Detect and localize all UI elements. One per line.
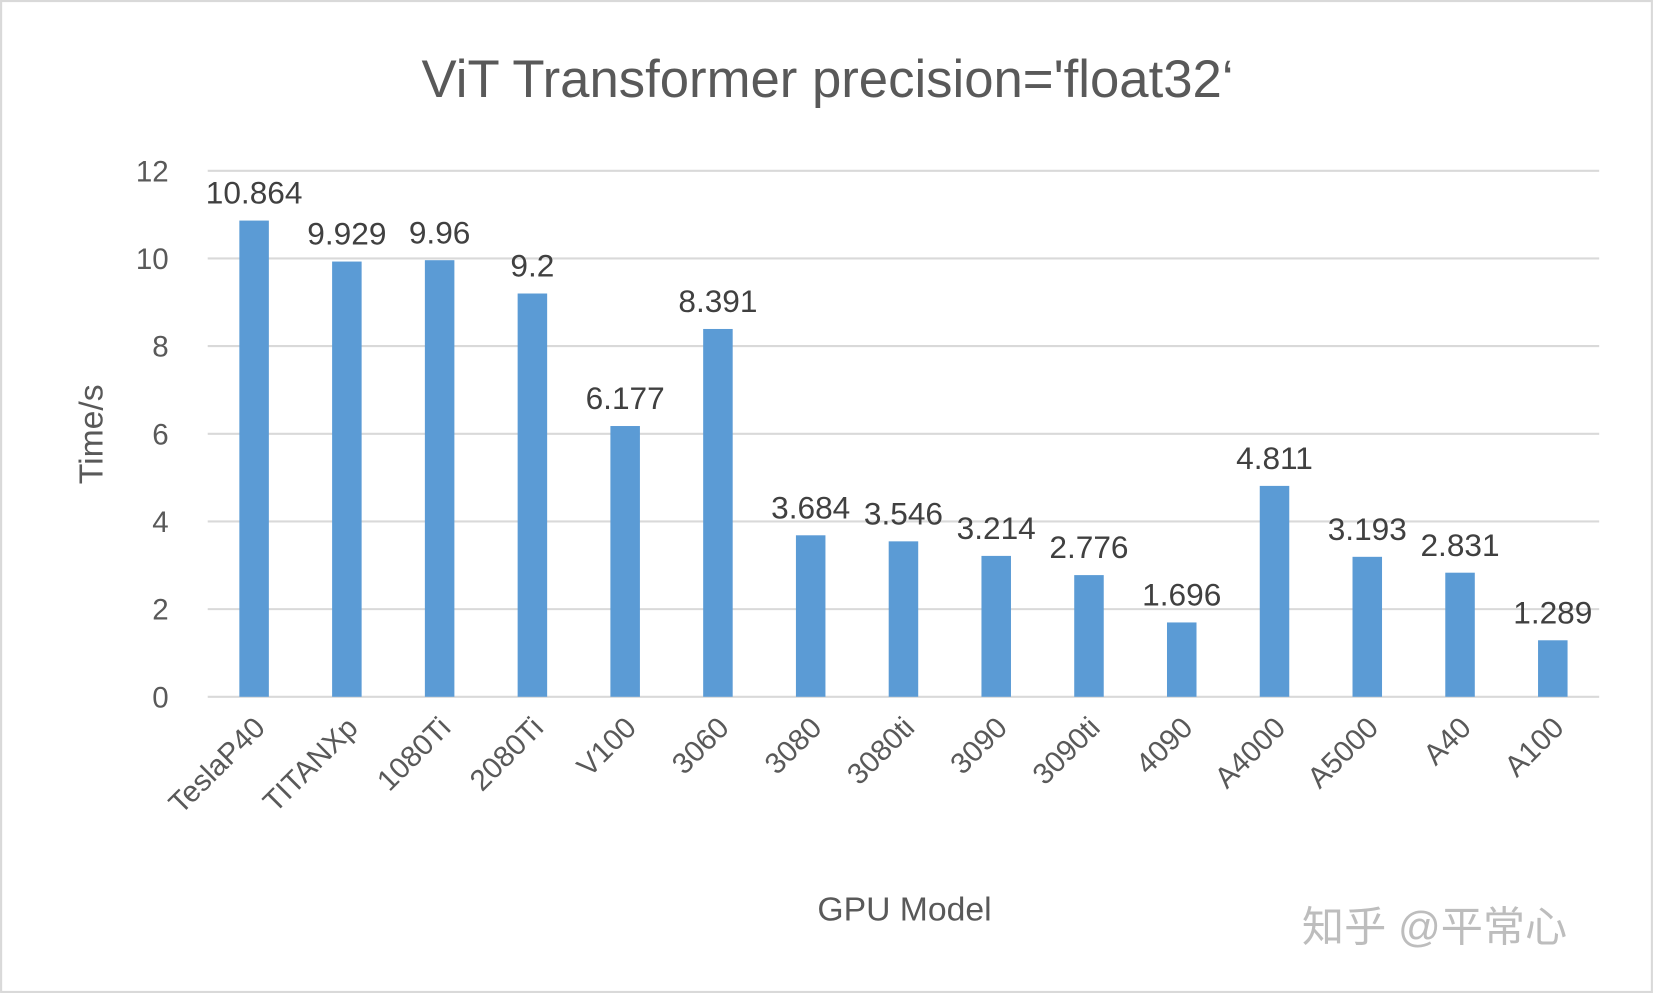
data-label: 9.96 bbox=[409, 214, 471, 250]
y-tick-label: 10 bbox=[136, 243, 169, 276]
bar-A100 bbox=[1538, 640, 1568, 697]
y-tick-label: 0 bbox=[152, 681, 168, 714]
bar-3060 bbox=[703, 328, 733, 697]
bar-TITANXp bbox=[332, 261, 362, 697]
bar-A5000 bbox=[1352, 556, 1383, 697]
y-tick-label: 2 bbox=[152, 594, 168, 627]
data-label: 2.776 bbox=[1049, 529, 1128, 565]
data-label: 3.684 bbox=[771, 489, 850, 525]
data-label: 3.214 bbox=[957, 510, 1036, 546]
bar-TeslaP40 bbox=[239, 220, 269, 697]
bar-A40 bbox=[1445, 572, 1475, 697]
bar-1080Ti bbox=[424, 260, 455, 697]
y-tick-label: 12 bbox=[136, 155, 169, 188]
bar-V100 bbox=[610, 426, 640, 697]
data-label: 9.929 bbox=[307, 216, 386, 252]
data-label: 4.811 bbox=[1236, 440, 1313, 476]
bar-A4000 bbox=[1259, 485, 1290, 697]
y-tick-label: 4 bbox=[152, 506, 168, 539]
data-label: 3.193 bbox=[1328, 511, 1407, 547]
bar-3080ti bbox=[888, 541, 919, 697]
data-label: 6.177 bbox=[586, 380, 665, 416]
data-label: 1.696 bbox=[1142, 577, 1221, 613]
data-label: 3.546 bbox=[864, 495, 943, 531]
bar-4090 bbox=[1166, 622, 1197, 697]
x-axis-label: GPU Model bbox=[817, 890, 991, 928]
y-tick-label: 8 bbox=[152, 331, 168, 364]
bar-2080Ti bbox=[517, 293, 548, 697]
data-label: 10.864 bbox=[206, 175, 303, 211]
chart-title: ViT Transformer precision='float32‘ bbox=[422, 50, 1234, 109]
y-tick-label: 6 bbox=[152, 418, 168, 451]
watermark: 知乎 @平常心 bbox=[1302, 903, 1567, 950]
data-label: 1.289 bbox=[1513, 594, 1592, 630]
y-axis-label: Time/s bbox=[72, 384, 110, 484]
bar-3090 bbox=[981, 555, 1011, 697]
data-label: 8.391 bbox=[678, 283, 757, 319]
bar-3080 bbox=[795, 535, 826, 697]
data-label: 2.831 bbox=[1420, 527, 1499, 563]
bar-3090ti bbox=[1074, 575, 1104, 697]
data-label: 9.2 bbox=[510, 248, 554, 284]
